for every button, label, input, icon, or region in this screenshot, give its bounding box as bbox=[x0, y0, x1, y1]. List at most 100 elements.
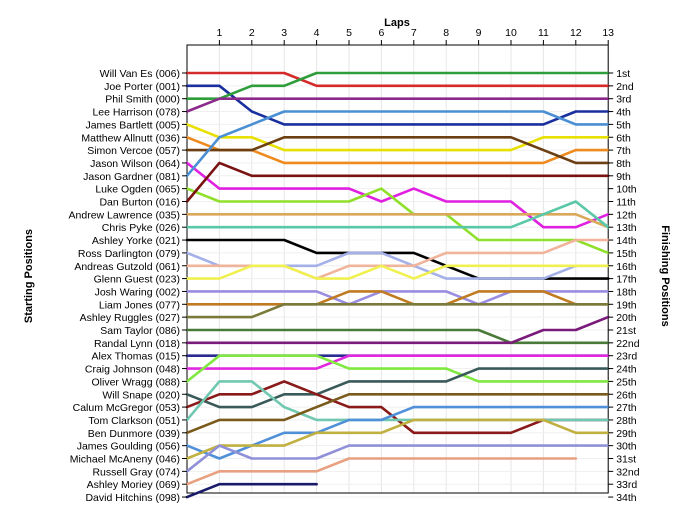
series-line bbox=[185, 136, 610, 165]
driver-label: Will Van Es (006) bbox=[100, 68, 180, 80]
series-line bbox=[185, 264, 610, 280]
finish-label: 15th bbox=[616, 248, 637, 260]
lap-tick-label: 13 bbox=[602, 27, 614, 39]
finish-label: 21st bbox=[616, 325, 636, 337]
series-line bbox=[185, 161, 610, 203]
driver-label: Andrew Lawrence (035) bbox=[69, 209, 180, 221]
driver-label: David Hitchins (098) bbox=[85, 492, 180, 504]
finish-label: 34th bbox=[616, 492, 637, 504]
driver-label: Ashley Yorke (021) bbox=[92, 235, 180, 247]
finish-label: 3rd bbox=[616, 94, 631, 106]
series-line bbox=[185, 315, 610, 345]
y-axis-left-title: Starting Positions bbox=[23, 229, 35, 323]
driver-label: Alex Thomas (015) bbox=[91, 351, 180, 363]
driver-label: Glenn Guest (023) bbox=[94, 274, 180, 286]
finish-label: 14th bbox=[616, 235, 637, 247]
driver-label: Oliver Wragg (088) bbox=[91, 376, 180, 388]
finish-label: 9th bbox=[616, 171, 631, 183]
finish-label: 10th bbox=[616, 184, 637, 196]
finish-label: 33rd bbox=[616, 479, 637, 491]
series-line bbox=[185, 444, 610, 473]
driver-label: Chris Pyke (026) bbox=[102, 222, 180, 234]
series-line bbox=[185, 213, 610, 229]
driver-label: Simon Vercoe (057) bbox=[87, 145, 180, 157]
finish-label: 26th bbox=[616, 389, 637, 401]
finish-label: 1st bbox=[616, 68, 630, 80]
series-line bbox=[185, 418, 610, 460]
series-line bbox=[185, 367, 610, 409]
series-line bbox=[185, 354, 610, 383]
series-line bbox=[185, 187, 610, 255]
driver-label: Matthew Allnutt (036) bbox=[81, 132, 180, 144]
series-line bbox=[185, 328, 610, 345]
lap-tick-label: 5 bbox=[346, 27, 352, 39]
series-line bbox=[185, 71, 610, 88]
finish-label: 11th bbox=[616, 197, 636, 209]
series-line bbox=[185, 97, 610, 113]
driver-label: Joe Porter (001) bbox=[104, 81, 180, 93]
driver-label: Ben Dunmore (039) bbox=[88, 428, 180, 440]
finish-label: 30th bbox=[616, 441, 637, 453]
lap-tick-label: 6 bbox=[378, 27, 384, 39]
lap-tick-label: 12 bbox=[570, 27, 582, 39]
finish-label: 5th bbox=[616, 119, 631, 131]
y-axis-right-title: Finishing Positions bbox=[659, 225, 671, 326]
finish-label: 28th bbox=[616, 415, 637, 427]
series-line bbox=[185, 136, 610, 165]
driver-label: Calum McGregor (053) bbox=[73, 402, 180, 414]
lap-tick-label: 11 bbox=[538, 27, 549, 39]
series-line bbox=[185, 71, 610, 100]
finish-label: 22nd bbox=[616, 338, 640, 350]
driver-label: Luke Ogden (065) bbox=[95, 184, 180, 196]
finish-label: 25th bbox=[616, 376, 637, 388]
finish-label: 6th bbox=[616, 132, 631, 144]
series-line bbox=[185, 393, 610, 435]
series-line bbox=[185, 290, 610, 306]
driver-label: Dan Burton (016) bbox=[99, 197, 180, 209]
finish-label: 24th bbox=[616, 364, 637, 376]
finish-label: 4th bbox=[616, 107, 631, 119]
finish-label: 27th bbox=[616, 402, 637, 414]
driver-label: Randal Lynn (018) bbox=[94, 338, 180, 350]
driver-label: Andreas Gutzold (061) bbox=[74, 261, 180, 273]
finish-label: 7th bbox=[616, 145, 631, 157]
driver-label: Russell Gray (074) bbox=[92, 466, 180, 478]
finish-label: 31st bbox=[616, 454, 636, 466]
driver-label: Ashley Moriey (069) bbox=[87, 479, 180, 491]
series-line bbox=[185, 161, 610, 229]
driver-label: Liam Jones (077) bbox=[99, 299, 180, 311]
series-line bbox=[185, 303, 610, 319]
series-line bbox=[185, 110, 610, 178]
finish-label: 13th bbox=[616, 222, 637, 234]
driver-label: Ross Darlington (079) bbox=[78, 248, 180, 260]
lap-tick-label: 7 bbox=[411, 27, 417, 39]
driver-label: Ashley Ruggles (027) bbox=[80, 312, 180, 324]
finish-label: 29th bbox=[616, 428, 637, 440]
lap-tick-label: 9 bbox=[476, 27, 482, 39]
finish-label: 16th bbox=[616, 261, 637, 273]
series-line bbox=[185, 405, 610, 460]
driver-label: Sam Taylor (086) bbox=[100, 325, 180, 337]
lap-tick-label: 10 bbox=[505, 27, 517, 39]
lap-tick-label: 3 bbox=[281, 27, 287, 39]
series-line bbox=[185, 200, 610, 229]
finish-label: 32nd bbox=[616, 466, 640, 478]
finish-label: 8th bbox=[616, 158, 631, 170]
lap-tick-label: 8 bbox=[443, 27, 449, 39]
series-line bbox=[185, 123, 610, 152]
series-line bbox=[185, 354, 610, 370]
driver-label: Jason Gardner (081) bbox=[83, 171, 180, 183]
finish-label: 20th bbox=[616, 312, 637, 324]
finish-label: 23rd bbox=[616, 351, 637, 363]
driver-label: Jason Wilson (064) bbox=[90, 158, 180, 170]
driver-label: Lee Harrison (078) bbox=[92, 107, 180, 119]
finish-label: 17th bbox=[616, 274, 637, 286]
series-line bbox=[185, 482, 318, 499]
plot-frame bbox=[186, 44, 609, 494]
lap-tick-label: 2 bbox=[249, 27, 255, 39]
finish-label: 12th bbox=[616, 209, 637, 221]
finish-label: 18th bbox=[616, 286, 637, 298]
finish-label: 19th bbox=[616, 299, 637, 311]
driver-label: Michael McAneny (046) bbox=[70, 454, 180, 466]
